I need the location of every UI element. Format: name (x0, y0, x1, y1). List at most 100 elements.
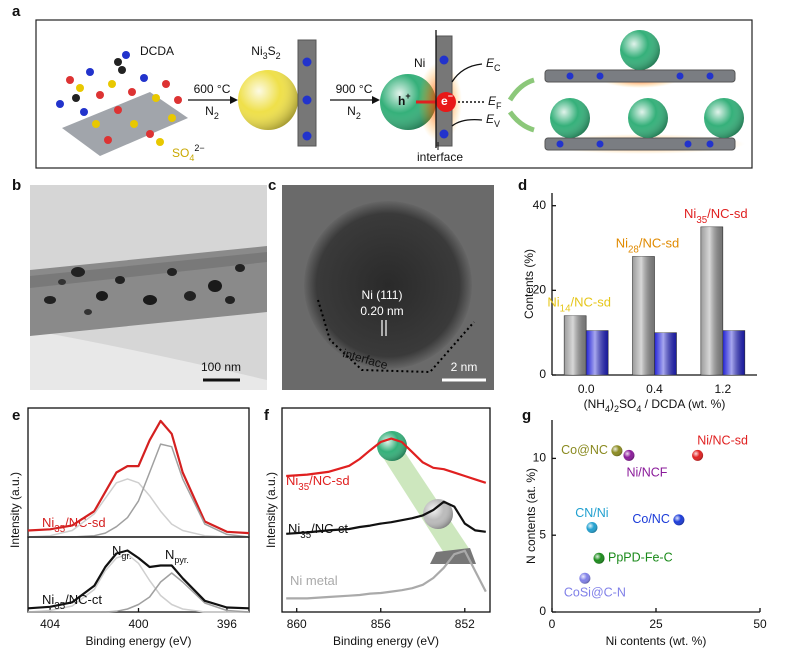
intermediate-label: Ni3S2 (251, 44, 280, 61)
annotation: Ngr. (112, 543, 131, 561)
metal-label: Ni (414, 56, 425, 70)
x-tick-label: 396 (217, 617, 237, 631)
band-label: EC (486, 56, 501, 73)
point-label: Ni/NC-sd (697, 434, 748, 448)
arrowhead (230, 96, 238, 104)
line (27, 553, 249, 613)
bar-shine (586, 330, 609, 375)
point-shine (692, 449, 704, 461)
y-tick-label: 20 (533, 283, 547, 297)
x-axis-label: Binding energy (eV) (333, 634, 439, 648)
temperature-label: 600 °C (194, 82, 231, 96)
point-label: Ni/NCF (626, 466, 667, 480)
tem-image: 100 nm (30, 185, 267, 390)
panel-label: e (12, 407, 20, 424)
line (286, 437, 487, 484)
band-edge (451, 63, 483, 83)
point-shine (673, 514, 685, 526)
line (28, 572, 250, 613)
gas-label: N2 (347, 104, 361, 121)
point-label: CoSi@C-N (564, 586, 626, 600)
point-label: Co@NC (561, 443, 608, 457)
interface-outline (317, 299, 475, 374)
bar-shine (722, 330, 745, 375)
x-tick-label: 860 (287, 617, 307, 631)
panel-label: d (518, 177, 527, 194)
x-tick-label: 1.2 (714, 382, 731, 396)
annotation: Ni28/NC-sd (616, 236, 680, 256)
f-illustration (377, 431, 476, 564)
line (28, 443, 250, 538)
bar-shine (564, 315, 587, 375)
annotation: Npyr. (165, 547, 189, 565)
temperature-label: 900 °C (336, 82, 373, 96)
line (286, 549, 487, 600)
panel-label: b (12, 177, 21, 194)
hole-label: h+ (398, 91, 411, 108)
interface-label: interface (417, 150, 463, 164)
x-tick-label: 25 (649, 617, 663, 631)
x-axis-label: Ni contents (wt. %) (606, 634, 707, 648)
y-tick-label: 10 (533, 451, 547, 465)
x-tick-label: 0.4 (646, 382, 663, 396)
point-label: PpPD-Fe-C (608, 551, 673, 565)
molecules (56, 51, 182, 146)
plane-label: Ni (111) (362, 288, 403, 302)
bar-shine (700, 226, 723, 375)
schematic: DCDA SO42− 600 °C N2 Ni3S2 900 °C N2 Ni … (35, 19, 753, 169)
arrowhead (372, 96, 380, 104)
scale-label: 100 nm (201, 360, 241, 374)
panel-label: g (522, 407, 531, 424)
ni-particle (304, 201, 472, 369)
y-tick-label: 5 (539, 527, 546, 541)
y-axis-label: Intensity (a.u.) (8, 472, 22, 548)
annotation: Ni35/NC-sd (684, 206, 748, 226)
line (27, 419, 250, 535)
x-axis-label: Binding energy (eV) (85, 634, 191, 648)
series-label: Ni35/NC-ct (42, 592, 102, 612)
scale-label: 2 nm (451, 360, 478, 374)
x-tick-label: 0 (549, 617, 556, 631)
point-shine (593, 552, 605, 564)
series-label: Ni35/NC-sd (42, 515, 106, 535)
band-label: EF (488, 94, 502, 111)
x-tick-label: 856 (371, 617, 391, 631)
plot-frame (281, 407, 491, 613)
line (286, 500, 486, 535)
point-shine (579, 572, 591, 584)
series-label: Ni35/NC-ct (288, 521, 348, 541)
panel-label: a (12, 3, 21, 20)
band-edge (451, 118, 483, 127)
bar-shine (632, 256, 655, 375)
point-shine (611, 445, 623, 457)
spacing-label: 0.20 nm (360, 304, 403, 318)
branch-arrow (507, 77, 535, 102)
precursor-label: DCDA (140, 44, 174, 58)
bar-shine (654, 332, 677, 375)
y-axis-label: Intensity (a.u.) (264, 472, 278, 548)
branch-arrow (507, 110, 535, 133)
plot-frame (27, 407, 250, 538)
point-label: Co/NC (632, 512, 670, 526)
sulfate-label: SO42− (172, 143, 205, 163)
electron-label: e− (441, 91, 453, 108)
x-axis-label: (NH4)2SO4 / DCDA (wt. %) (584, 397, 726, 414)
graphene-plane (62, 92, 188, 156)
y-tick-label: 0 (539, 367, 546, 381)
x-tick-label: 400 (128, 617, 148, 631)
tem-film (30, 330, 267, 390)
panel-label: f (264, 407, 270, 424)
annotation: Ni14/NC-sd (547, 295, 611, 315)
gas-label: N2 (205, 104, 219, 121)
point-shine (586, 522, 598, 534)
y-axis-label: N contents (at. %) (524, 468, 538, 564)
y-axis-label: Contents (%) (522, 249, 536, 319)
particle-shine (238, 70, 298, 130)
x-tick-label: 404 (40, 617, 60, 631)
electron (436, 92, 456, 112)
panel-label: c (268, 177, 276, 194)
x-tick-label: 852 (455, 617, 475, 631)
band-label: EV (486, 112, 500, 129)
y-tick-label: 40 (533, 198, 547, 212)
